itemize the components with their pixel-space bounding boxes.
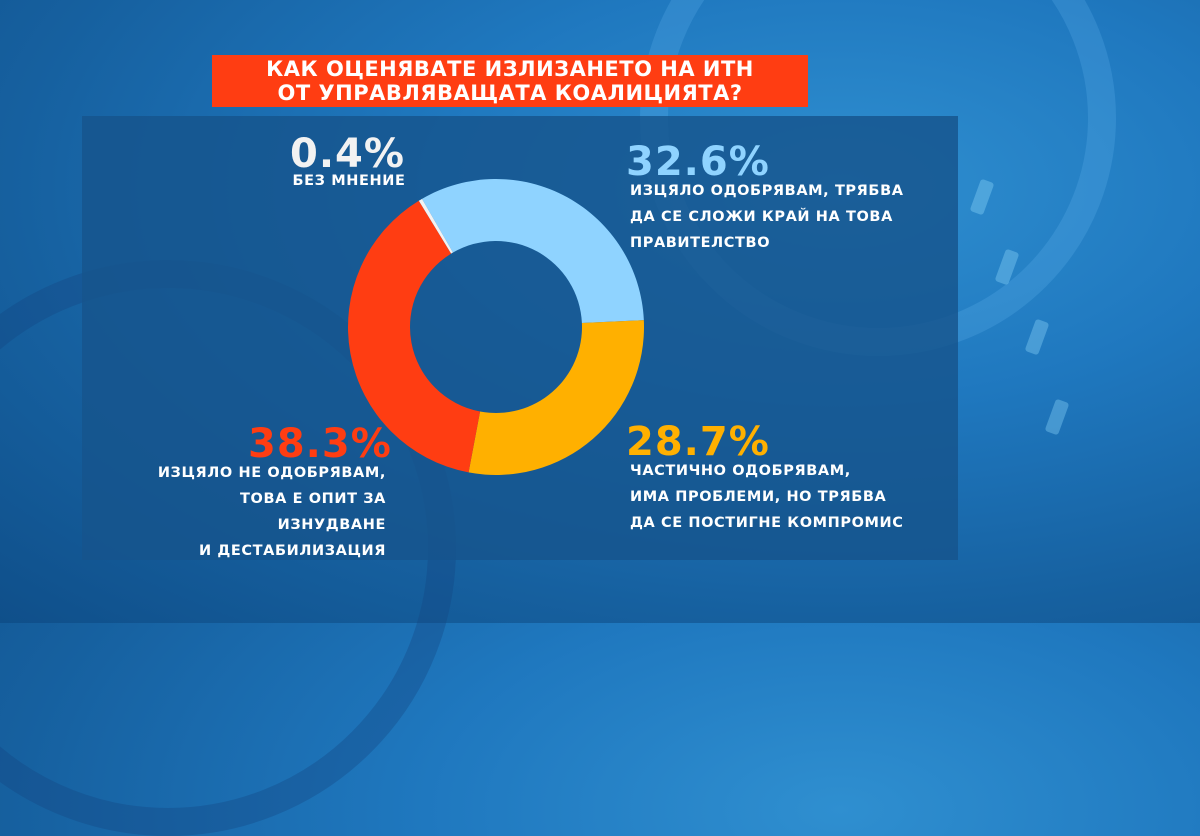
chart-title: КАК ОЦЕНЯВАТЕ ИЗЛИЗАНЕТО НА ИТН ОТ УПРАВ… [212, 55, 808, 107]
slice-approve-partial [468, 320, 644, 475]
background-dash [1024, 318, 1050, 356]
approve-partial-percent: 28.7% [626, 419, 770, 465]
slice-disapprove [347, 200, 481, 473]
title-line-2: ОТ УПРАВЛЯВАЩАТА КОАЛИЦИЯТА? [277, 81, 743, 105]
approve-full-label: ИЗЦЯЛО ОДОБРЯВАМ, ТРЯБВА ДА СЕ СЛОЖИ КРА… [630, 183, 904, 251]
title-line-1: КАК ОЦЕНЯВАТЕ ИЗЛИЗАНЕТО НА ИТН [266, 57, 754, 81]
no-opinion-percent: 0.4% [290, 131, 405, 177]
chart-panel: 0.4% БЕЗ МНЕНИЕ 32.6% ИЗЦЯЛО ОДОБРЯВАМ, … [82, 116, 958, 560]
no-opinion-label: БЕЗ МНЕНИЕ [292, 173, 406, 189]
approve-partial-label: ЧАСТИЧНО ОДОБРЯВАМ, ИМА ПРОБЛЕМИ, НО ТРЯ… [630, 463, 904, 531]
disapprove-percent: 38.3% [248, 421, 392, 467]
slice-no-opinion [418, 198, 453, 254]
donut-chart [347, 179, 644, 475]
disapprove-label: ИЗЦЯЛО НЕ ОДОБРЯВАМ, ТОВА Е ОПИТ ЗА ИЗНУ… [157, 465, 386, 559]
approve-full-percent: 32.6% [626, 139, 770, 185]
background-dash [1044, 398, 1070, 436]
slice-approve-full [422, 179, 644, 324]
